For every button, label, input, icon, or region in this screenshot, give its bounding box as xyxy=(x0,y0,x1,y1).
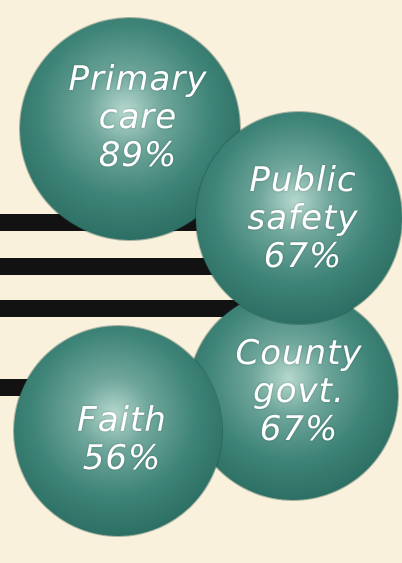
connector-bar xyxy=(0,300,240,317)
bubble-public-safety-label: Public safety 67% xyxy=(248,161,359,275)
bubble-faith: Faith 56% xyxy=(14,326,222,536)
bubble-value: 89% xyxy=(98,135,178,175)
bubble-public-safety: Public safety 67% xyxy=(196,112,402,324)
bubble-faith-label: Faith 56% xyxy=(77,401,167,477)
bubble-value: 56% xyxy=(82,438,162,478)
bubble-primary-care: Primary care 89% xyxy=(20,18,240,240)
bubble-county-govt-label: County govt. 67% xyxy=(235,334,362,448)
bubble-label-line: County xyxy=(235,333,363,373)
bubble-label-line: Primary xyxy=(68,59,208,99)
connector-bar xyxy=(0,258,240,275)
bubble-label-line: care xyxy=(98,97,178,137)
bubble-primary-care-label: Primary care 89% xyxy=(69,60,208,174)
bubble-value: 67% xyxy=(259,409,339,449)
bubble-label-line: govt. xyxy=(253,371,345,411)
bubble-label-line: Faith xyxy=(77,400,167,440)
bubble-county-govt: County govt. 67% xyxy=(188,290,398,500)
bubble-label-line: Public xyxy=(249,160,357,200)
bubble-label-line: safety xyxy=(247,198,359,238)
bubble-value: 67% xyxy=(263,236,343,276)
